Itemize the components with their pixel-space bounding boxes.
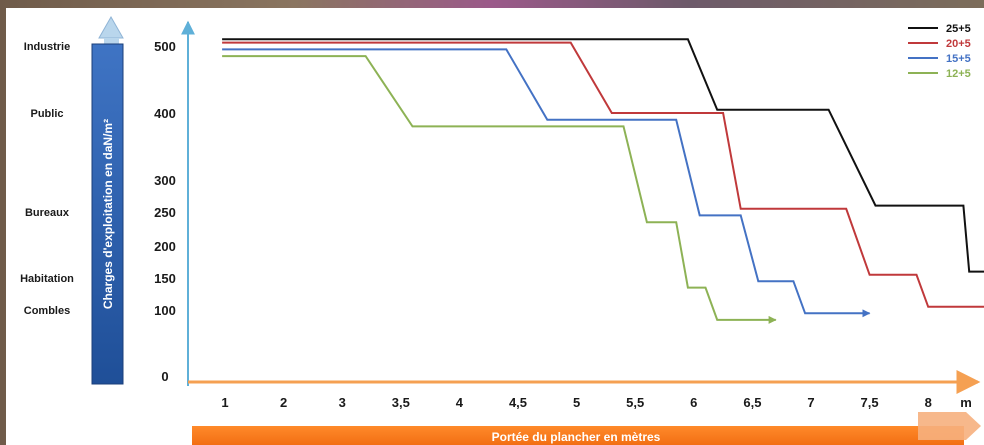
legend-label: 20+5 [946, 38, 971, 50]
x-tick-label: 4 [456, 395, 464, 410]
y-tick-label: 100 [154, 303, 176, 318]
y-tick-label: 300 [154, 173, 176, 188]
y-tick-label: 150 [154, 271, 176, 286]
chart: Charges d'exploitation en daN/m² Portée … [20, 15, 984, 445]
series-line-20+5 [222, 41, 984, 308]
y-tick-label: 500 [154, 39, 176, 54]
x-tick-label: 8 [925, 395, 932, 410]
y-tick-label: 0 [161, 369, 168, 384]
x-tick-label: 5,5 [626, 395, 644, 410]
chart-panel: Charges d'exploitation en daN/m² Portée … [6, 8, 984, 445]
x-tick-label: 5 [573, 395, 580, 410]
x-tick-label: 7 [807, 395, 814, 410]
legend-label: 12+5 [946, 68, 971, 80]
x-unit-label: m [960, 395, 972, 410]
y-tick-label: 400 [154, 106, 176, 121]
series-line-25+5 [222, 38, 984, 273]
x-tick-label: 3 [339, 395, 346, 410]
x-tick-label: 2 [280, 395, 287, 410]
x-tick-label: 6,5 [743, 395, 761, 410]
legend-label: 25+5 [946, 23, 971, 35]
category-label: Public [30, 108, 63, 120]
x-tick-label: 4,5 [509, 395, 527, 410]
x-axis-label: Portée du plancher en mètres [492, 430, 661, 444]
x-label-bar: Portée du plancher en mètres [192, 412, 981, 445]
y-label-bar: Charges d'exploitation en daN/m² [91, 15, 124, 385]
category-label: Habitation [20, 273, 74, 285]
y-tick-label: 200 [154, 239, 176, 254]
x-tick-label: 6 [690, 395, 697, 410]
series-line-15+5 [222, 48, 871, 318]
category-label: Industrie [24, 41, 70, 53]
category-label: Bureaux [25, 207, 70, 219]
x-tick-label: 7,5 [861, 395, 879, 410]
series-line-12+5 [222, 55, 777, 324]
y-axis-label: Charges d'exploitation en daN/m² [101, 119, 115, 309]
y-tick-label: 250 [154, 205, 176, 220]
x-tick-label: 1 [221, 395, 228, 410]
category-label: Combles [24, 305, 70, 317]
x-tick-label: 3,5 [392, 395, 410, 410]
legend-label: 15+5 [946, 53, 971, 65]
